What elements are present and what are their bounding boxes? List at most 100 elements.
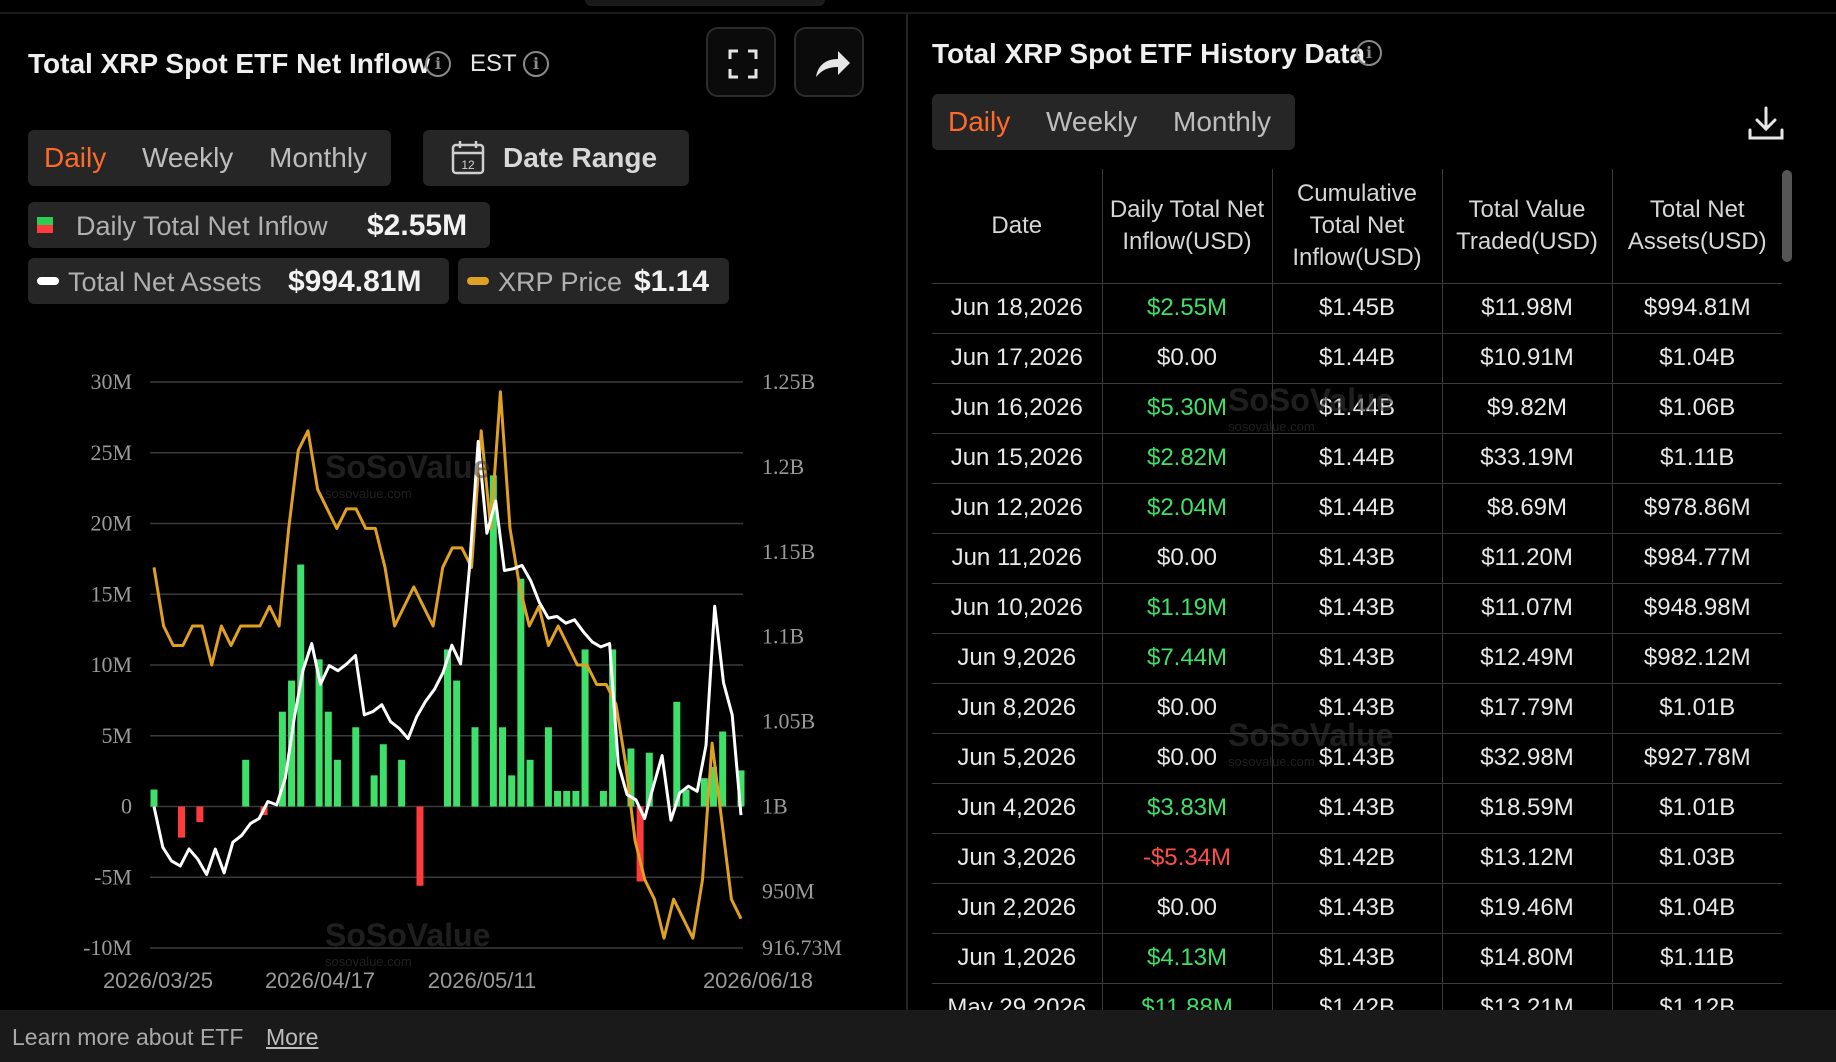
table-row[interactable]: Jun 18,2026 $2.55M $1.45B $11.98M $994.81M	[932, 283, 1782, 334]
col-daily-inflow[interactable]: Daily Total Net Inflow(USD)	[1102, 169, 1273, 284]
chart-tab-monthly[interactable]: Monthly	[269, 142, 368, 173]
left-tick-label: -10M	[83, 935, 132, 960]
cell-cumulative: $1.43B	[1272, 533, 1443, 584]
right-tick-label: 1B	[762, 794, 788, 819]
right-tick-label: 916.73M	[762, 935, 842, 960]
col-date[interactable]: Date	[932, 169, 1103, 284]
right-tick-label: 1.1B	[762, 624, 804, 649]
table-row[interactable]: Jun 8,2026 $0.00 $1.43B $17.79M $1.01B	[932, 683, 1782, 734]
legend-assets-value: $994.81M	[288, 265, 422, 298]
table-row[interactable]: Jun 4,2026 $3.83M $1.43B $18.59M $1.01B	[932, 783, 1782, 834]
left-tick-label: 10M	[90, 652, 132, 677]
table-row[interactable]: Jun 10,2026 $1.19M $1.43B $11.07M $948.98M	[932, 583, 1782, 634]
chart-title: Total XRP Spot ETF Net Inflow	[28, 48, 430, 79]
table-row[interactable]: May 29,2026 $11.88M $1.42B $13.21M $1.12B	[932, 983, 1782, 1010]
download-icon[interactable]	[1744, 102, 1788, 146]
net-inflow-chart[interactable]: 30M 25M 20M 15M 10M 5M 0 -5M -10M 1.25B 1.2B 1.15B 1…	[0, 14, 905, 1010]
table-row[interactable]: Jun 12,2026 $2.04M $1.44B $8.69M $978.86M	[932, 483, 1782, 534]
inflow-bar	[700, 778, 708, 807]
history-tab-daily[interactable]: Daily	[948, 106, 1011, 137]
fullscreen-button[interactable]	[706, 27, 776, 97]
cell-traded: $13.12M	[1442, 833, 1613, 884]
net-inflow-panel: Total XRP Spot ETF Net Inflow i EST i Da…	[0, 14, 905, 1010]
cell-inflow: -$5.34M	[1102, 833, 1273, 884]
share-button[interactable]	[794, 27, 864, 97]
cell-cumulative: $1.43B	[1272, 783, 1443, 834]
col-cumulative-inflow[interactable]: Cumulative Total Net Inflow(USD)	[1272, 169, 1443, 284]
table-row[interactable]: Jun 9,2026 $7.44M $1.43B $12.49M $982.12M	[932, 633, 1782, 684]
legend-inflow[interactable]: Daily Total Net Inflow $2.55M	[28, 202, 490, 248]
inflow-bar	[150, 789, 158, 807]
cell-date: Jun 11,2026	[932, 533, 1103, 584]
inflow-bar	[709, 766, 717, 807]
cell-cumulative: $1.45B	[1272, 283, 1443, 334]
inflow-bar	[719, 731, 727, 807]
table-row[interactable]: Jun 15,2026 $2.82M $1.44B $33.19M $1.11B	[932, 433, 1782, 484]
inflow-bar	[554, 790, 562, 807]
cell-assets: $1.03B	[1612, 833, 1782, 884]
cell-cumulative: $1.42B	[1272, 983, 1443, 1010]
cell-assets: $984.77M	[1612, 533, 1782, 584]
history-tab-monthly[interactable]: Monthly	[1173, 106, 1272, 137]
title-info-icon[interactable]: i	[425, 51, 451, 77]
col-value-traded[interactable]: Total Value Traded(USD)	[1442, 169, 1613, 284]
legend-price[interactable]: XRP Price $1.14	[458, 258, 729, 304]
cell-assets: $1.04B	[1612, 883, 1782, 934]
cell-inflow: $11.88M	[1102, 983, 1273, 1010]
timezone-info-icon[interactable]: i	[523, 51, 549, 77]
legend-inflow-value: $2.55M	[367, 209, 468, 242]
cell-assets: $994.81M	[1612, 283, 1782, 334]
cell-assets: $927.78M	[1612, 733, 1782, 784]
top-bar	[0, 0, 1836, 14]
table-row[interactable]: Jun 16,2026 $5.30M $1.44B $9.82M $1.06B	[932, 383, 1782, 434]
chart-tab-weekly[interactable]: Weekly	[142, 142, 234, 173]
legend-assets[interactable]: Total Net Assets $994.81M	[28, 258, 449, 304]
cell-inflow: $7.44M	[1102, 633, 1273, 684]
cell-date: Jun 1,2026	[932, 933, 1103, 984]
inflow-bar	[444, 649, 451, 807]
cell-cumulative: $1.43B	[1272, 683, 1443, 734]
table-row[interactable]: Jun 17,2026 $0.00 $1.44B $10.91M $1.04B	[932, 333, 1782, 384]
cell-date: May 29,2026	[932, 983, 1103, 1010]
inflow-bar	[333, 759, 341, 807]
cell-cumulative: $1.43B	[1272, 883, 1443, 934]
chart-tab-daily[interactable]: Daily	[44, 142, 107, 173]
inflow-bar	[526, 759, 534, 807]
cell-assets: $978.86M	[1612, 483, 1782, 534]
cell-date: Jun 17,2026	[932, 333, 1103, 384]
table-row[interactable]: Jun 3,2026 -$5.34M $1.42B $13.12M $1.03B	[932, 833, 1782, 884]
cell-cumulative: $1.43B	[1272, 933, 1443, 984]
inflow-bar	[599, 790, 607, 807]
cell-date: Jun 10,2026	[932, 583, 1103, 634]
inflow-bar	[178, 806, 186, 838]
history-info-icon[interactable]: i	[1356, 40, 1382, 66]
cell-date: Jun 4,2026	[932, 783, 1103, 834]
table-row[interactable]: Jun 5,2026 $0.00 $1.43B $32.98M $927.78M	[932, 733, 1782, 784]
legend-price-label: XRP Price	[498, 267, 623, 297]
total-net-assets-line	[152, 439, 743, 876]
history-tab-weekly[interactable]: Weekly	[1046, 106, 1138, 137]
calendar-icon: 12	[451, 141, 485, 175]
table-row[interactable]: Jun 2,2026 $0.00 $1.43B $19.46M $1.04B	[932, 883, 1782, 934]
footer-more-link[interactable]: More	[266, 1024, 319, 1050]
share-icon	[816, 51, 850, 77]
col-net-assets[interactable]: Total Net Assets(USD)	[1612, 169, 1782, 284]
inflow-bar	[737, 770, 745, 807]
table-row[interactable]: Jun 11,2026 $0.00 $1.43B $11.20M $984.77M	[932, 533, 1782, 584]
inflow-bar	[453, 680, 461, 807]
cell-assets: $1.11B	[1612, 433, 1782, 484]
inflow-bar	[572, 790, 580, 807]
inflow-bar	[242, 759, 250, 807]
table-scrollbar[interactable]	[1782, 170, 1792, 262]
cell-cumulative: $1.44B	[1272, 333, 1443, 384]
cell-inflow: $5.30M	[1102, 383, 1273, 434]
table-row[interactable]: Jun 1,2026 $4.13M $1.43B $14.80M $1.11B	[932, 933, 1782, 984]
legend-assets-label: Total Net Assets	[68, 267, 262, 297]
inflow-bar	[471, 727, 479, 807]
left-tick-label: 20M	[90, 511, 132, 536]
cell-traded: $11.98M	[1442, 283, 1613, 334]
inflow-bar	[544, 727, 552, 807]
date-range-button[interactable]: 12 Date Range	[423, 130, 689, 186]
cell-cumulative: $1.44B	[1272, 433, 1443, 484]
cell-cumulative: $1.44B	[1272, 383, 1443, 434]
